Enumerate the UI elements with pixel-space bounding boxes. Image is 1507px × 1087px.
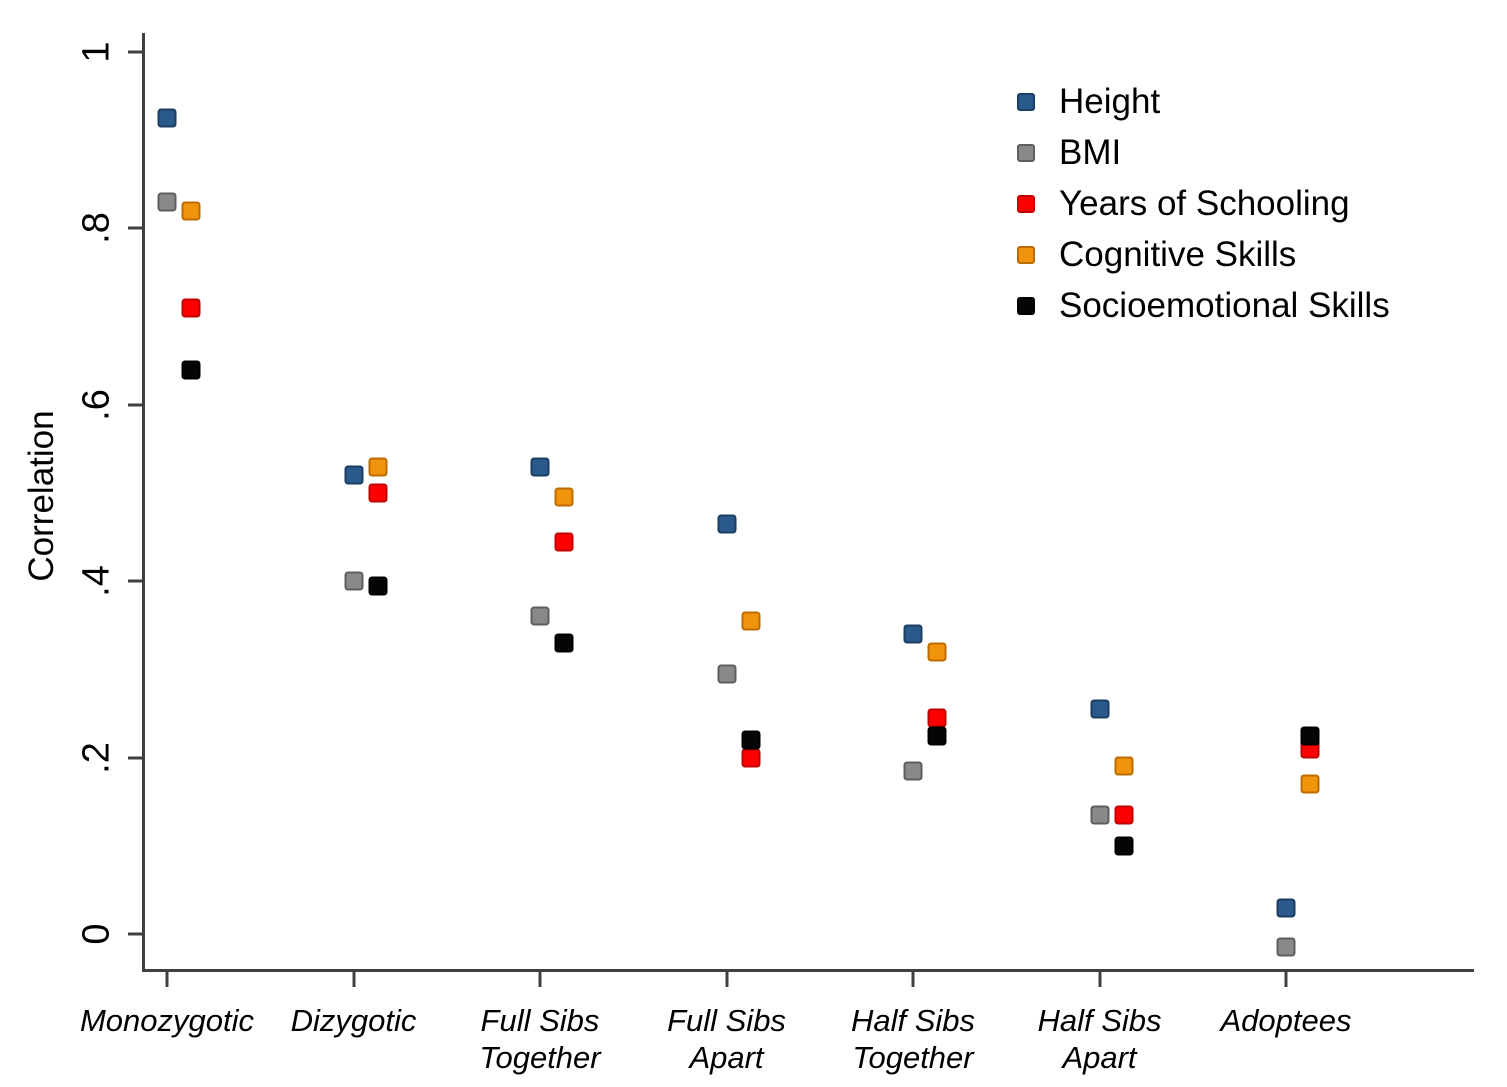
data-point (927, 708, 947, 728)
y-axis-line (142, 33, 145, 971)
data-point (903, 761, 923, 781)
legend-swatch-icon (1017, 92, 1035, 111)
data-point (530, 457, 550, 477)
data-point (344, 571, 363, 591)
data-point (1276, 937, 1296, 957)
x-axis-tick (1098, 971, 1101, 987)
data-point (1276, 898, 1296, 918)
data-point (741, 748, 760, 768)
data-point (181, 201, 201, 221)
x-axis-tick (911, 971, 915, 987)
data-point (181, 360, 201, 380)
data-point (157, 192, 177, 212)
x-category-label: Adoptees (1220, 1003, 1352, 1038)
x-axis-tick (165, 971, 169, 987)
x-category-label: Monozygotic (79, 1003, 255, 1038)
y-axis-tick (128, 403, 143, 407)
y-axis-tick (128, 579, 143, 583)
x-category-label: Full Sibs Together (479, 1003, 601, 1075)
data-point (368, 457, 387, 477)
data-point (554, 487, 574, 507)
data-point (717, 514, 736, 534)
data-point (1114, 756, 1133, 776)
y-tick-label: .8 (75, 212, 118, 245)
data-point (741, 730, 760, 750)
y-axis-title: Correlation (22, 410, 61, 582)
x-axis-tick (352, 971, 355, 987)
data-point (1090, 805, 1109, 825)
data-point (1300, 726, 1320, 746)
data-point (903, 624, 923, 644)
legend-item: Height (1017, 76, 1390, 127)
y-axis-tick (128, 226, 143, 230)
data-point (927, 726, 947, 746)
y-tick-label: .4 (75, 565, 118, 598)
legend-item: Cognitive Skills (1017, 229, 1390, 280)
data-point (554, 633, 574, 653)
legend-item: Socioemotional Skills (1017, 280, 1390, 331)
y-tick-label: .2 (75, 741, 118, 774)
data-point (1114, 805, 1133, 825)
x-axis-tick (1284, 971, 1288, 987)
legend: Height BMI Years of Schooling Cognitive Ski… (1017, 76, 1390, 331)
legend-swatch-icon (1017, 245, 1035, 264)
y-tick-label: 0 (75, 923, 118, 945)
legend-label: Years of Schooling (1059, 183, 1350, 223)
y-axis-tick (128, 932, 143, 936)
legend-label: BMI (1059, 132, 1122, 172)
legend-swatch-icon (1017, 296, 1035, 315)
legend-item: Years of Schooling (1017, 178, 1390, 229)
data-point (1114, 836, 1133, 856)
x-category-label: Half Sibs Together (850, 1003, 976, 1075)
y-tick-label: 1 (75, 41, 118, 63)
y-axis-tick (128, 50, 143, 54)
x-category-label: Half Sibs Apart (1037, 1003, 1162, 1075)
data-point (1300, 774, 1320, 794)
y-axis-tick (128, 756, 143, 760)
x-axis-line (142, 969, 1474, 972)
legend-swatch-icon (1017, 194, 1035, 213)
data-point (157, 108, 177, 128)
legend-item: BMI (1017, 127, 1390, 178)
data-point (344, 465, 363, 485)
data-point (368, 576, 387, 596)
data-point (717, 664, 736, 684)
data-point (368, 483, 387, 503)
y-tick-label: .6 (75, 388, 118, 421)
x-category-label: Full Sibs Apart (667, 1003, 786, 1075)
data-point (530, 606, 550, 626)
x-axis-tick (538, 971, 542, 987)
x-category-label: Dizygotic (290, 1003, 417, 1038)
data-point (1090, 699, 1109, 719)
data-point (741, 611, 760, 631)
legend-swatch-icon (1017, 143, 1035, 162)
legend-label: Height (1059, 81, 1161, 121)
legend-label: Socioemotional Skills (1059, 285, 1390, 325)
data-point (554, 532, 574, 551)
data-point (927, 642, 947, 662)
legend-label: Cognitive Skills (1059, 234, 1297, 274)
x-axis-tick (725, 971, 728, 987)
data-point (181, 298, 201, 318)
